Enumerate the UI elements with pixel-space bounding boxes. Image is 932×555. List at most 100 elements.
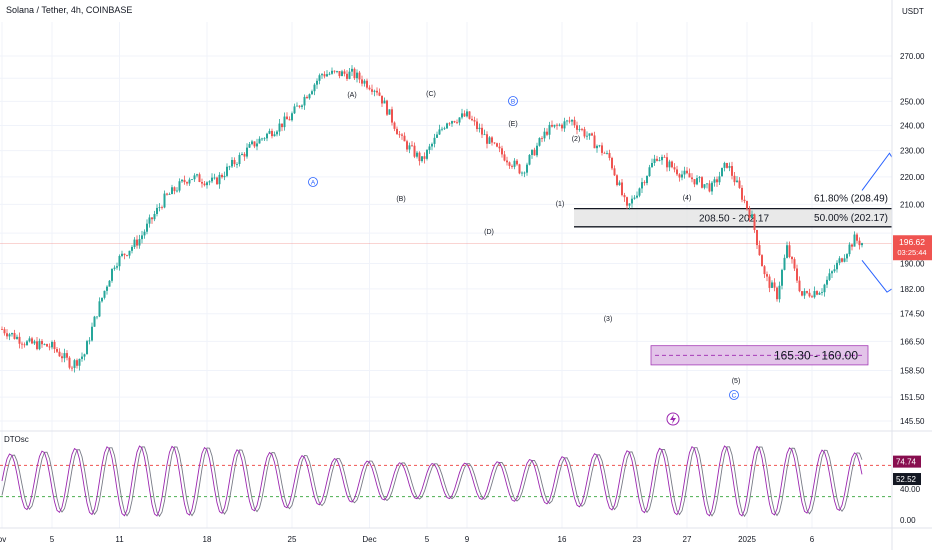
candle-body [34, 341, 36, 343]
candle-body [239, 155, 241, 164]
candle-body [29, 338, 31, 341]
candle-body [79, 359, 81, 366]
candle-body [154, 214, 156, 219]
candle-body [41, 341, 43, 344]
candle-body [861, 243, 863, 245]
price-tick-label: 250.00 [900, 97, 925, 106]
price-tick-label: 240.00 [900, 122, 925, 131]
candle-body [81, 357, 83, 359]
candle-body [471, 119, 473, 120]
wave-label: (2) [572, 136, 581, 143]
candle-body [9, 334, 11, 336]
candle-body [121, 254, 123, 256]
candle-body [361, 79, 363, 83]
candle-body [359, 73, 361, 80]
candle-body [264, 138, 266, 139]
candle-body [391, 109, 393, 122]
candle-body [244, 154, 246, 157]
candle-body [89, 340, 91, 341]
oscillator-title: DTOsc [4, 435, 29, 444]
wave-label-circled: C [732, 393, 737, 400]
wave-label: (D) [484, 229, 494, 236]
candle-body [501, 148, 503, 154]
candle-body [554, 125, 556, 127]
candle-body [36, 341, 38, 349]
candle-body [519, 164, 521, 173]
candle-body [714, 179, 716, 182]
candle-body [191, 179, 193, 180]
candle-body [649, 167, 651, 176]
candle-body [801, 291, 803, 295]
candle-body [326, 74, 328, 76]
candle-body [539, 138, 541, 146]
candle-body [581, 129, 583, 130]
candle-body [329, 74, 331, 75]
candle-body [236, 164, 238, 165]
candle-body [756, 230, 758, 245]
time-tick-label: 23 [633, 535, 642, 544]
candle-body [531, 150, 533, 155]
candle-body [366, 81, 368, 88]
candle-body [166, 194, 168, 195]
candle-body [826, 280, 828, 285]
candle-body [836, 263, 838, 269]
currency-label[interactable]: USDT [902, 7, 924, 16]
candle-body [129, 251, 131, 256]
candle-body [241, 154, 243, 155]
candle-body [476, 121, 478, 129]
candle-body [559, 125, 561, 126]
candle-body [636, 196, 638, 198]
candle-body [346, 74, 348, 79]
candle-body [609, 153, 611, 158]
candle-body [696, 178, 698, 184]
candle-body [656, 159, 658, 161]
candle-body [839, 258, 841, 263]
candle-body [136, 240, 138, 246]
price-tick-label: 210.00 [900, 200, 925, 209]
candle-body [231, 160, 233, 166]
candle-body [771, 282, 773, 287]
candle-body [594, 135, 596, 148]
oscillator-layer [0, 446, 892, 516]
candle-body [689, 173, 691, 177]
candle-body [396, 129, 398, 134]
candle-body [211, 178, 213, 182]
wave-label: (E) [508, 121, 517, 128]
candle-body [779, 286, 781, 299]
candle-body [274, 134, 276, 136]
candle-body [579, 129, 581, 130]
candle-body [334, 71, 336, 72]
candle-body [271, 131, 273, 136]
candle-body [49, 347, 51, 348]
candle-body [194, 175, 196, 179]
candle-body [679, 174, 681, 177]
candle-body [279, 124, 281, 132]
candle-body [289, 119, 291, 120]
candle-body [834, 269, 836, 271]
candle-body [321, 74, 323, 75]
candle-body [301, 105, 303, 106]
price-tick-label: 270.00 [900, 52, 925, 61]
candle-body [319, 75, 321, 81]
candle-body [671, 162, 673, 168]
candle-body [614, 168, 616, 175]
candle-body [716, 179, 718, 182]
candle-body [516, 161, 518, 165]
time-tick-label: 27 [683, 535, 692, 544]
candle-body [171, 187, 173, 194]
candle-body [619, 182, 621, 185]
candle-body [721, 168, 723, 176]
candle-body [589, 133, 591, 135]
candle-body [541, 138, 543, 139]
candle-body [606, 153, 608, 154]
candle-body [311, 91, 313, 94]
candle-body [436, 134, 438, 137]
candle-body [556, 125, 558, 126]
candle-body [291, 113, 293, 120]
candle-body [174, 187, 176, 191]
candle-body [371, 89, 373, 92]
candle-body [491, 137, 493, 142]
candle-body [86, 341, 88, 354]
